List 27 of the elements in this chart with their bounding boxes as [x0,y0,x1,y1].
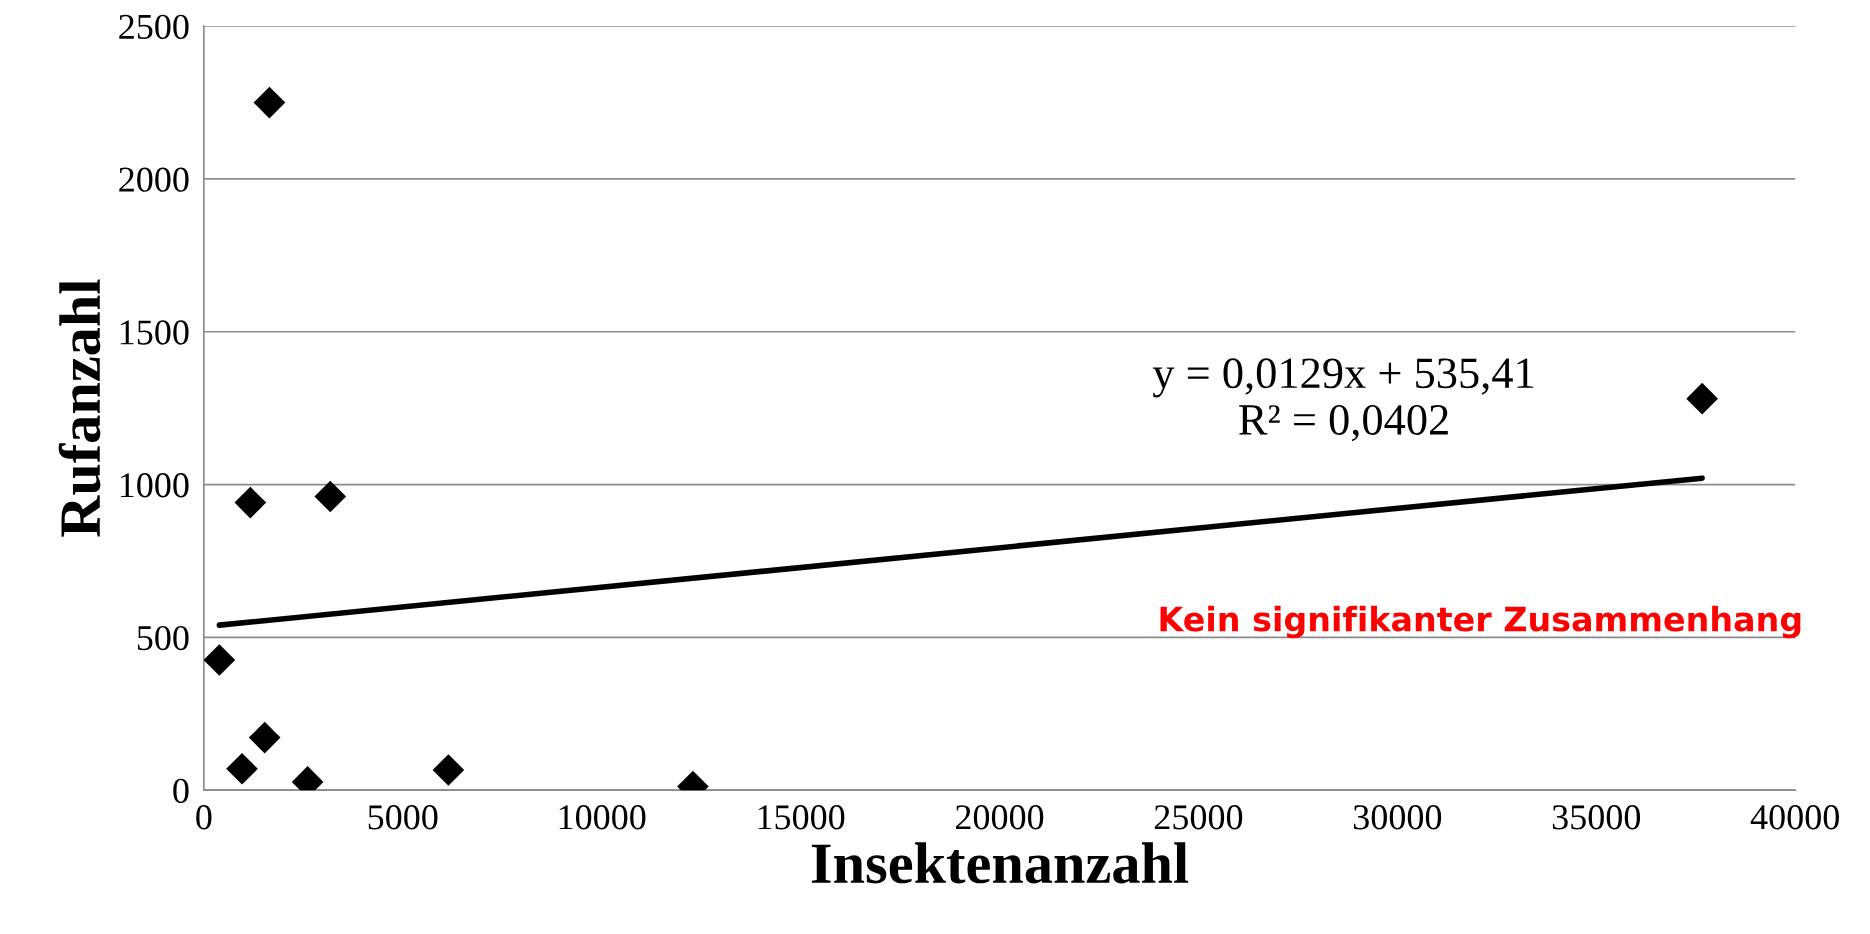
x-tick-label: 0 [196,805,212,830]
y-tick-label: 1500 [120,320,189,345]
y-tick-label: 1000 [120,473,189,498]
x-tick-label: 25000 [1154,805,1243,830]
point [1686,382,1718,415]
x-tick-label: 15000 [758,805,845,830]
point [234,486,267,519]
point [248,721,281,754]
annotation: Kein signifikanter Zusammenhang [1160,605,1801,639]
point [203,644,236,676]
point [253,86,286,119]
y-axis-title: Rufanzahl [58,279,101,537]
x-tick-label: 5000 [368,805,438,830]
point [314,480,347,513]
y-tick-label: 2500 [119,14,189,40]
y-tick-label: 500 [137,625,189,651]
x-tick-label: 40000 [1750,805,1839,830]
x-tick-label: 20000 [955,805,1044,830]
x-tick-label: 30000 [1353,805,1442,830]
y-tick-label: 2000 [119,167,189,192]
x-tick-label: 35000 [1552,805,1641,830]
x-tick-label: 10000 [559,805,646,830]
annotation: y = 0,0129x + 535,41 R² = 0,0402 [1152,358,1534,442]
x-axis-title: Insektenanzahl [811,842,1189,884]
point [226,752,258,785]
point [432,754,465,786]
y-tick-label: 0 [173,778,189,804]
